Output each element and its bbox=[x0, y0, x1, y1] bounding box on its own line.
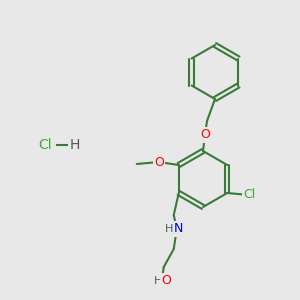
Text: Cl: Cl bbox=[243, 188, 255, 202]
Text: H: H bbox=[70, 138, 80, 152]
Text: H: H bbox=[154, 276, 162, 286]
Text: Cl: Cl bbox=[38, 138, 52, 152]
Text: N: N bbox=[174, 223, 183, 236]
Text: H: H bbox=[165, 224, 173, 234]
Text: O: O bbox=[161, 274, 171, 287]
Text: O: O bbox=[200, 128, 210, 142]
Text: O: O bbox=[154, 155, 164, 169]
